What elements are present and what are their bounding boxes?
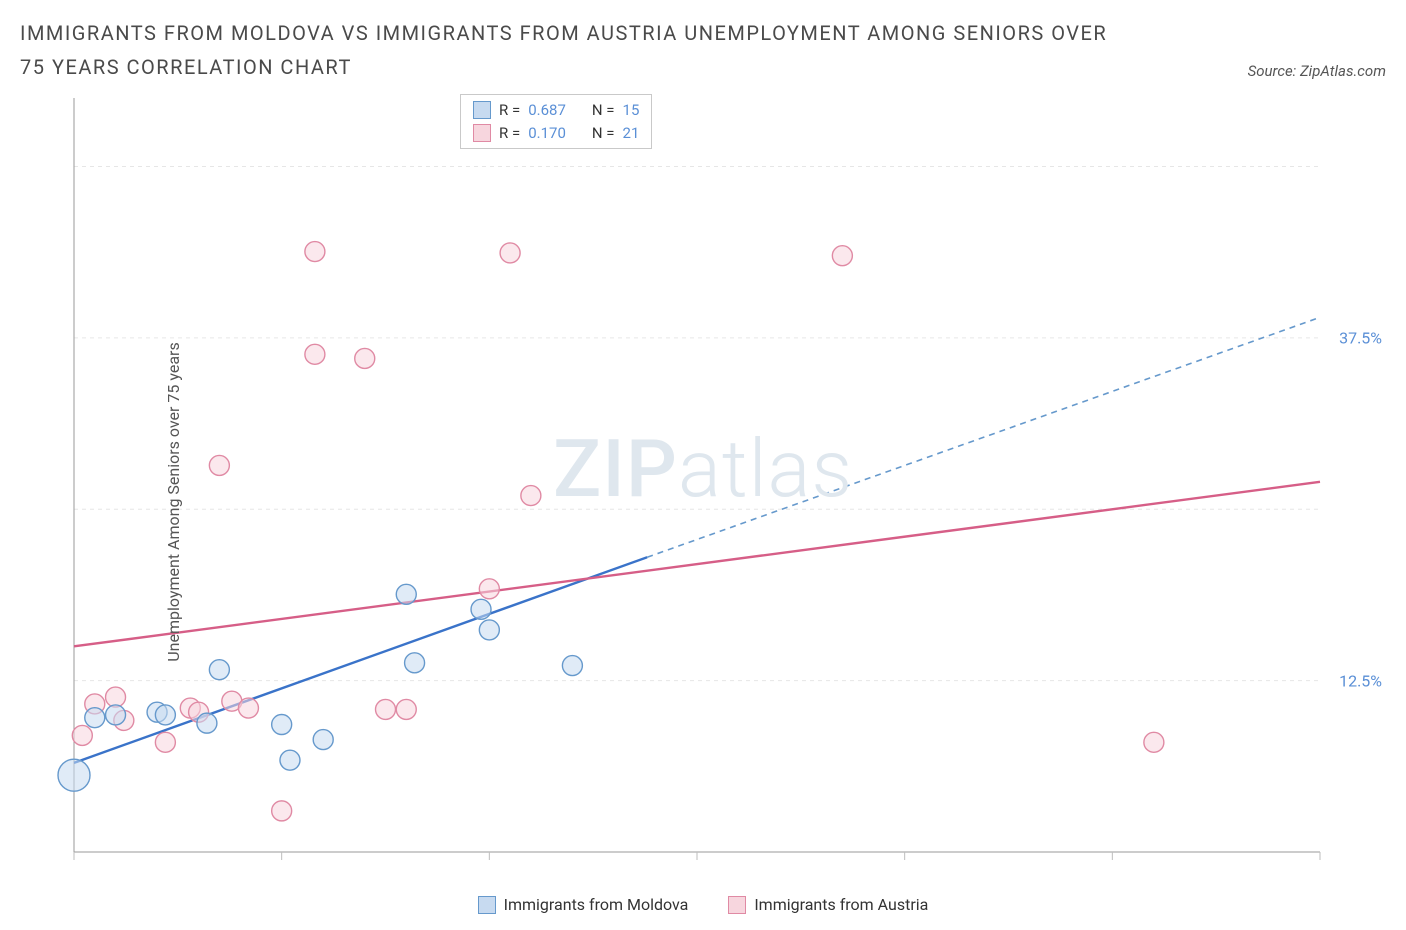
series-legend-label: Immigrants from Moldova [504,895,689,914]
data-point [355,348,375,368]
data-point [209,660,229,680]
data-point [405,653,425,673]
data-point [72,725,92,745]
data-point [562,656,582,676]
data-point [58,759,90,791]
series-legend-label: Immigrants from Austria [754,895,928,914]
legend-n-label: N = [592,99,615,122]
data-point [197,713,217,733]
data-point [832,246,852,266]
data-point [1144,732,1164,752]
data-point [272,801,292,821]
data-point [479,579,499,599]
data-point [280,750,300,770]
legend-n-value: 15 [623,99,640,122]
data-point [396,699,416,719]
data-point [376,699,396,719]
legend-r-label: R = [499,122,520,145]
data-point [238,698,258,718]
data-point [155,705,175,725]
trend-line [74,557,647,763]
data-point [479,620,499,640]
data-point [521,486,541,506]
legend-row: R = 0.170 N = 21 [473,122,639,145]
trend-line [74,482,1320,647]
trend-line-extrapolated [647,317,1320,557]
chart-title: IMMIGRANTS FROM MOLDOVA VS IMMIGRANTS FR… [20,16,1120,84]
legend-swatch [473,124,491,142]
y-tick-label: 37.5% [1339,328,1382,347]
data-point [272,715,292,735]
legend-r-value: 0.687 [528,99,566,122]
legend-swatch [728,896,746,914]
legend-n-value: 21 [623,122,640,145]
data-point [106,705,126,725]
source-label: Source: ZipAtlas.com [1248,62,1386,84]
legend-r-value: 0.170 [528,122,566,145]
series-legend-item: Immigrants from Austria [728,895,928,914]
chart-container: Unemployment Among Seniors over 75 years… [20,92,1386,912]
series-legend: Immigrants from Moldova Immigrants from A… [20,895,1386,914]
data-point [209,455,229,475]
legend-n-label: N = [592,122,615,145]
legend-swatch [478,896,496,914]
data-point [106,687,126,707]
legend-r-label: R = [499,99,520,122]
data-point [471,599,491,619]
data-point [155,732,175,752]
data-point [85,708,105,728]
scatter-plot [20,92,1386,912]
y-axis-label: Unemployment Among Seniors over 75 years [164,342,183,661]
data-point [313,730,333,750]
legend-swatch [473,101,491,119]
data-point [396,584,416,604]
data-point [305,344,325,364]
correlation-legend: R = 0.687 N = 15 R = 0.170 N = 21 [460,94,652,149]
series-legend-item: Immigrants from Moldova [478,895,689,914]
y-tick-label: 12.5% [1339,671,1382,690]
data-point [305,242,325,262]
data-point [500,243,520,263]
legend-row: R = 0.687 N = 15 [473,99,639,122]
